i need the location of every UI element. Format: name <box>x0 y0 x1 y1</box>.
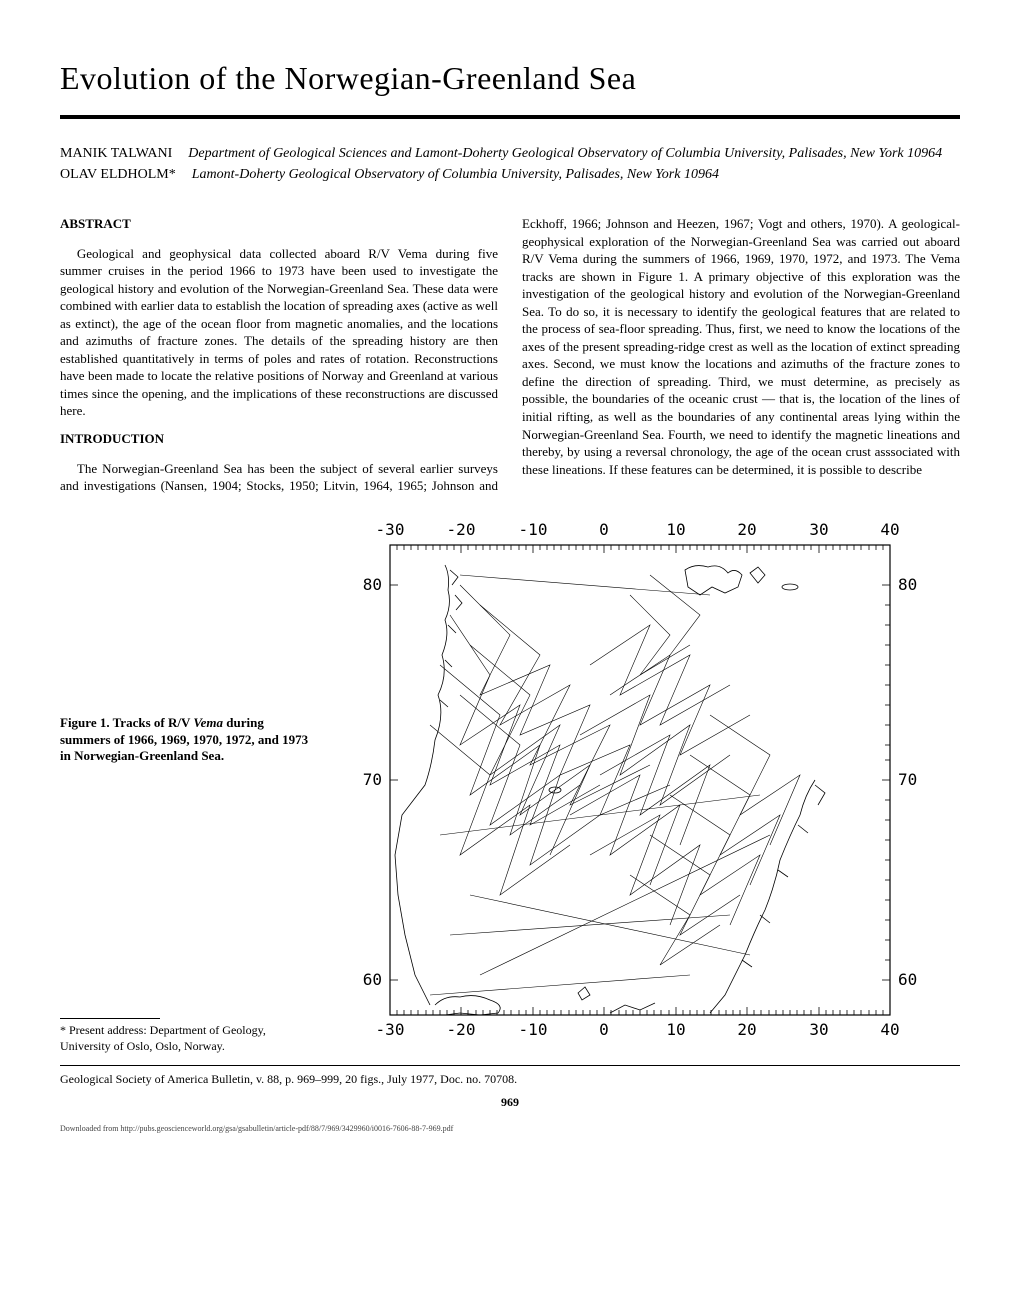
author-name: MANIK TALWANI <box>60 143 172 164</box>
body-columns: ABSTRACT Geological and geophysical data… <box>60 215 960 495</box>
tick-label: 0 <box>599 1020 609 1039</box>
tick-label: 60 <box>898 970 917 989</box>
tick-label: 30 <box>809 520 828 539</box>
tick-label: 40 <box>880 520 899 539</box>
caption-italic: Vema <box>193 715 223 730</box>
introduction-heading: INTRODUCTION <box>60 430 498 448</box>
ship-tracks <box>430 575 800 995</box>
figure-1-caption: Figure 1. Tracks of R/V Vema during summ… <box>60 715 314 766</box>
citation-rule <box>60 1065 960 1066</box>
tick-label: 60 <box>363 970 382 989</box>
y-tick-labels-right: 80 70 60 <box>898 575 917 989</box>
tick-label: -30 <box>376 520 405 539</box>
paper-title: Evolution of the Norwegian-Greenland Sea <box>60 60 960 97</box>
coastlines <box>395 565 825 1015</box>
tick-label: 40 <box>880 1020 899 1039</box>
tick-label: 30 <box>809 1020 828 1039</box>
figure-1-row: Figure 1. Tracks of R/V Vema during summ… <box>60 515 960 1055</box>
tick-label: 10 <box>666 1020 685 1039</box>
tick-label: -10 <box>519 1020 548 1039</box>
tick-label: 20 <box>737 1020 756 1039</box>
tick-label: 70 <box>898 770 917 789</box>
citation-line: Geological Society of America Bulletin, … <box>60 1072 960 1087</box>
y-tick-labels-left: 80 70 60 <box>363 575 382 989</box>
tick-label: 20 <box>737 520 756 539</box>
x-tick-labels-top: -30 -20 -10 0 10 20 30 40 <box>376 520 900 539</box>
tick-label: -20 <box>447 1020 476 1039</box>
author-affiliation: Lamont-Doherty Geological Observatory of… <box>192 164 719 185</box>
tick-label: 0 <box>599 520 609 539</box>
author-affiliation: Department of Geological Sciences and La… <box>188 143 942 164</box>
footnote-rule <box>60 1018 160 1019</box>
caption-prefix: Figure 1. Tracks of R/V <box>60 715 193 730</box>
author-row: MANIK TALWANI Department of Geological S… <box>60 143 960 164</box>
ticks-left-right <box>390 585 890 980</box>
footnote-text: * Present address: Department of Geology… <box>60 1023 314 1054</box>
map-svg: -30 -20 -10 0 10 20 30 40 -30 -20 -10 0 … <box>330 515 930 1055</box>
tick-label: 70 <box>363 770 382 789</box>
tick-label: 80 <box>898 575 917 594</box>
download-note: Downloaded from http://pubs.geosciencewo… <box>60 1124 960 1133</box>
title-rule <box>60 115 960 119</box>
figure-caption-column: Figure 1. Tracks of R/V Vema during summ… <box>60 515 330 1055</box>
tick-label: -20 <box>447 520 476 539</box>
author-row: OLAV ELDHOLM* Lamont-Doherty Geological … <box>60 164 960 185</box>
ticks-top <box>390 545 890 553</box>
tick-label: 80 <box>363 575 382 594</box>
page-number: 969 <box>60 1095 960 1110</box>
small-islands <box>549 584 798 793</box>
tick-label: -30 <box>376 1020 405 1039</box>
abstract-heading: ABSTRACT <box>60 215 498 233</box>
authors-block: MANIK TALWANI Department of Geological S… <box>60 143 960 185</box>
tick-label: -10 <box>519 520 548 539</box>
abstract-text: Geological and geophysical data collecte… <box>60 245 498 420</box>
tick-label: 10 <box>666 520 685 539</box>
figure-1-map: -30 -20 -10 0 10 20 30 40 -30 -20 -10 0 … <box>330 515 960 1055</box>
footnote-block: * Present address: Department of Geology… <box>60 1018 314 1054</box>
author-name: OLAV ELDHOLM* <box>60 164 176 185</box>
x-tick-labels-bottom: -30 -20 -10 0 10 20 30 40 <box>376 1020 900 1039</box>
